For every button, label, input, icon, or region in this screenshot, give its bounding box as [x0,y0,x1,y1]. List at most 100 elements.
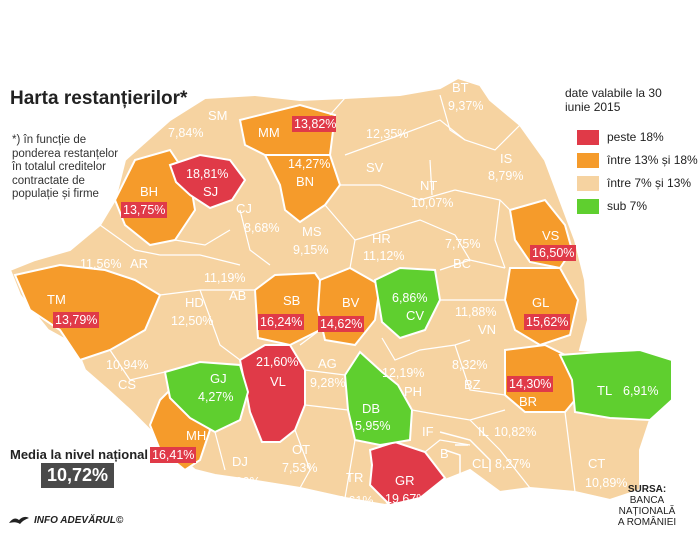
county-value-bz: 8,32% [452,358,487,372]
county-code-il: IL [478,424,489,439]
county-value-bn: 14,27% [288,157,330,171]
eagle-logo-icon [9,516,29,524]
county-code-mm: MM [258,125,280,140]
source-line-3: A ROMÂNIEI [617,517,677,528]
county-borders [99,94,576,499]
county-value-cs: 10,94% [106,358,148,372]
county-badge-mh [150,447,196,463]
county-code-br: BR [519,394,537,409]
county-value-bv: 14,62% [320,317,362,331]
county-code-sv: SV [366,160,384,175]
county-value-bt: 9,37% [448,99,483,113]
brand-text: INFO ADEVĂRUL© [34,514,124,526]
county-value-dj: 8,06% [225,475,260,489]
county-code-gj: GJ [210,371,227,386]
source-credit: SURSA: BANCA NAȚIONALĂ A ROMÂNIEI [597,484,697,528]
legend-item-over18: peste 18% [577,127,698,147]
county-value-bc: 7,75% [445,237,480,251]
county-code-hr: HR [372,231,391,246]
county-code-tr: TR [346,470,363,485]
county-code-tl: TL [597,383,612,398]
source-title: SURSA: [627,484,667,495]
county-code-sm: SM [208,108,228,123]
legend-swatch [577,198,599,214]
county-code-cl: CL [472,456,489,471]
map-title-text: Harta restanțierilor* [10,88,188,109]
brand-footer: INFO ADEVĂRUL© [8,514,123,526]
county-code-cs: CS [118,377,136,392]
county-value-vn: 11,88% [455,305,496,319]
county-code-ag: AG [318,356,337,371]
county-code-ct: CT [588,456,605,471]
county-value-vl: 21,60% [256,355,298,369]
valid-date-note: date valabile la 30 iunie 2015 [565,86,662,114]
county-value-br: 14,30% [509,377,551,391]
county-badge-mm [292,116,336,132]
county-value-mm: 13,82% [294,117,336,131]
county-code-bc: BC [453,256,471,271]
legend-label: între 7% și 13% [607,176,692,190]
county-code-ar: AR [130,256,148,271]
county-value-cj: 8,68% [244,221,279,235]
county-value-gl: 15,62% [526,315,568,329]
county-code-sb: SB [283,293,300,308]
callout-lines [439,431,491,515]
county-value-cl: 8,27% [495,457,530,471]
county-code-cj: CJ [236,201,252,216]
county-code-bh: BH [140,184,158,199]
county-value-nt: 10,07% [411,196,453,210]
county-value-ph: 12,19% [382,366,424,380]
county-value-sj: 18,81% [186,167,228,181]
county-value-ab: 11,19% [204,271,245,285]
map-footnote: *) în funcție de ponderea restanțelor în… [12,134,119,200]
county-badge-bh [121,202,167,218]
legend-label: peste 18% [607,130,664,144]
county-gj-shape [163,360,250,434]
legend-swatch [577,175,599,191]
county-sj-shape [168,153,247,210]
county-badge-sb [258,314,304,330]
county-value-is: 8,79% [488,169,523,183]
map-title: Harta restanțierilor* [10,88,187,109]
county-badge-vs [530,245,576,261]
county-value-hd: 12,50% [171,314,213,328]
county-code-is: IS [500,151,513,166]
county-tl-shape [558,348,673,422]
county-value-gj: 4,27% [198,390,233,404]
legend-swatch [577,152,599,168]
county-value-ar: 11,56% [80,257,121,271]
county-value-cv: 6,86% [392,291,427,305]
county-code-vs: VS [542,228,560,243]
county-value-ct: 10,89% [585,476,627,490]
county-code-mh: MH [186,428,206,443]
county-code-if: IF [422,424,434,439]
county-code-ot: OT [292,442,310,457]
county-value-mh: 16,41% [152,448,194,462]
national-average-value: 10,72% [41,463,115,488]
legend-swatch [577,129,599,145]
source-line-1: BANCA [629,495,665,506]
county-code-vn: VN [478,322,496,337]
county-value-ms: 9,15% [293,243,328,257]
county-value-vs: 16,50% [532,246,574,260]
county-value-ag: 9,28% [310,376,345,390]
county-gr-shape [368,440,447,507]
legend-label: sub 7% [607,199,648,213]
county-value-b: 9,68% [451,514,486,528]
county-badge-bv [318,316,364,332]
county-code-vl: VL [270,374,286,389]
legend-item-13-18: între 13% și 18% [577,150,698,170]
source-line-2: NAȚIONALĂ [618,506,676,517]
county-value-sv: 12,35% [366,127,408,141]
national-average-label: Media la nivel național [10,447,148,462]
county-value-hr: 11,12% [363,249,404,263]
county-value-tm: 13,79% [55,313,97,327]
county-code-dj: DJ [232,454,248,469]
county-badge-br [507,376,553,392]
legend: peste 18% între 13% și 18% între 7% și 1… [577,127,698,219]
county-value-tl: 6,91% [623,384,658,398]
county-bn-shape [263,154,342,224]
county-code-bn: BN [296,174,314,189]
